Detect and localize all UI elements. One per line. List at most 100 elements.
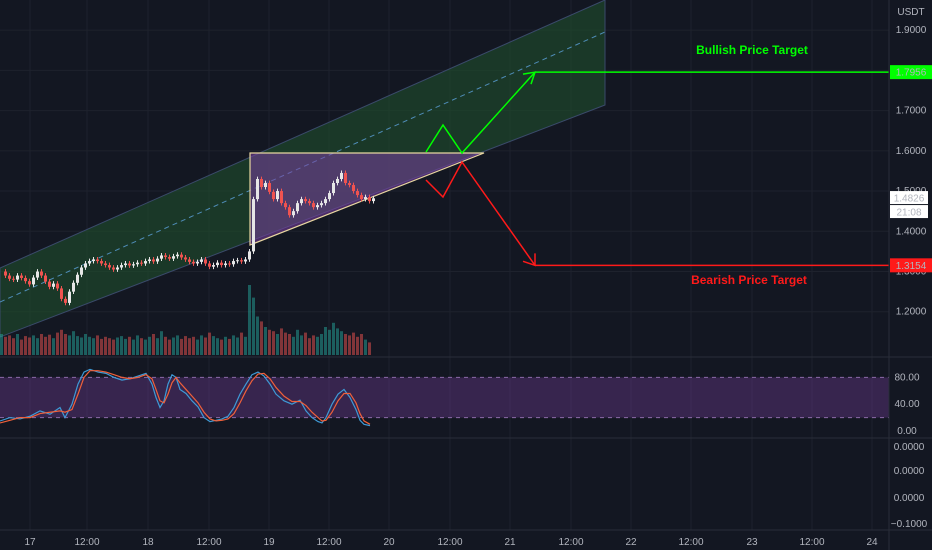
bearish-projection-path[interactable] <box>425 160 536 266</box>
time-tick-label-10: 22 <box>625 537 637 548</box>
volume-bar <box>248 285 251 355</box>
time-tick-label-1: 12:00 <box>74 537 99 548</box>
candle-body <box>268 183 271 192</box>
candle-body <box>248 251 251 260</box>
bullish-price-badge-text: 1.7956 <box>896 68 927 79</box>
volume-bar <box>156 338 159 355</box>
volume-bar <box>324 327 327 355</box>
time-tick-label-8: 21 <box>504 537 516 548</box>
volume-bar <box>68 335 71 355</box>
time-tick-label-4: 19 <box>263 537 275 548</box>
candle-body <box>128 263 131 266</box>
volume-bar <box>28 337 31 355</box>
time-tick-label-2: 18 <box>142 537 154 548</box>
volume-bar <box>284 332 287 355</box>
volume-bar <box>148 336 151 355</box>
oscillator-band <box>0 377 889 418</box>
candle-body <box>56 283 59 289</box>
candle-body <box>116 267 119 270</box>
candle-body <box>148 259 151 262</box>
candle-body <box>180 254 183 258</box>
candle-body <box>228 263 231 265</box>
candle-body <box>32 277 35 285</box>
volume-bar <box>188 338 191 355</box>
volume-bar <box>224 336 227 355</box>
volume-bar <box>132 339 135 355</box>
price-tick-label-0: 1.9000 <box>896 25 927 36</box>
candle-body <box>292 211 295 216</box>
volume-bar <box>236 337 239 355</box>
time-tick-label-11: 12:00 <box>678 537 703 548</box>
candle-body <box>92 259 95 262</box>
candle-body <box>36 271 39 278</box>
volume-bar <box>84 334 87 355</box>
currency-label: USDT <box>897 7 924 18</box>
candle-body <box>360 195 363 200</box>
oscillator-tick-label-1: 40.00 <box>894 399 919 410</box>
lower-pane-tick-label-0: 0.0000 <box>894 442 925 453</box>
volume-bar <box>272 331 275 355</box>
candle-body <box>48 281 51 287</box>
volume-bars <box>0 285 371 355</box>
volume-bar <box>296 329 299 355</box>
candle-body <box>96 259 99 262</box>
volume-bar <box>328 329 331 355</box>
time-tick-label-14: 24 <box>866 537 878 548</box>
candle-body <box>196 261 199 264</box>
volume-bar <box>136 335 139 355</box>
candle-body <box>240 260 243 262</box>
volume-bar <box>344 334 347 355</box>
candle-body <box>112 267 115 270</box>
volume-bar <box>332 322 335 355</box>
volume-bar <box>64 334 67 355</box>
bullish-projection-path[interactable] <box>425 71 536 155</box>
volume-bar <box>172 337 175 355</box>
volume-bar <box>300 335 303 355</box>
volume-bar <box>88 336 91 355</box>
volume-bar <box>92 338 95 355</box>
volume-bar <box>196 339 199 355</box>
current-price-badge <box>890 191 928 205</box>
time-tick-label-0: 17 <box>24 537 36 548</box>
candle-body <box>356 191 359 196</box>
candle-body <box>100 261 103 264</box>
volume-bar <box>144 339 147 355</box>
volume-bar <box>72 331 75 355</box>
candle-body <box>20 275 23 278</box>
volume-bar <box>20 339 23 355</box>
volume-bar <box>352 332 355 355</box>
lower-pane-tick-label-2: 0.0000 <box>894 493 925 504</box>
volume-bar <box>348 335 351 355</box>
volume-bar <box>108 338 111 355</box>
candle-body <box>24 277 27 282</box>
volume-bar <box>60 329 63 355</box>
candle-body <box>332 183 335 194</box>
candle-body <box>320 203 323 206</box>
bearish-target-label: Bearish Price Target <box>691 273 807 287</box>
time-tick-label-6: 20 <box>383 537 395 548</box>
candle-body <box>352 185 355 192</box>
time-tick-label-13: 12:00 <box>799 537 824 548</box>
volume-bar <box>32 335 35 355</box>
candle-body <box>108 265 111 268</box>
volume-bar <box>304 332 307 355</box>
candle-body <box>80 267 83 275</box>
candle-body <box>276 191 279 200</box>
volume-bar <box>160 331 163 355</box>
volume-bar <box>168 339 171 355</box>
bullish-price-badge <box>890 65 932 80</box>
candle-body <box>372 198 375 202</box>
channel-midline[interactable] <box>0 31 606 303</box>
candle-body <box>244 259 247 262</box>
candle-body <box>192 261 195 264</box>
time-axis: 17 12:00 18 12:00 19 12:00 20 12:00 21 12:00 22 12:… <box>24 537 878 548</box>
price-tick-label-5: 1.4000 <box>896 226 927 237</box>
candle-body <box>252 199 255 252</box>
candle-body <box>224 263 227 266</box>
stochastic-k-line <box>0 368 371 427</box>
volume-bar <box>96 335 99 355</box>
volume-bar <box>232 335 235 355</box>
volume-bar <box>140 338 143 355</box>
candle-body <box>304 199 307 202</box>
